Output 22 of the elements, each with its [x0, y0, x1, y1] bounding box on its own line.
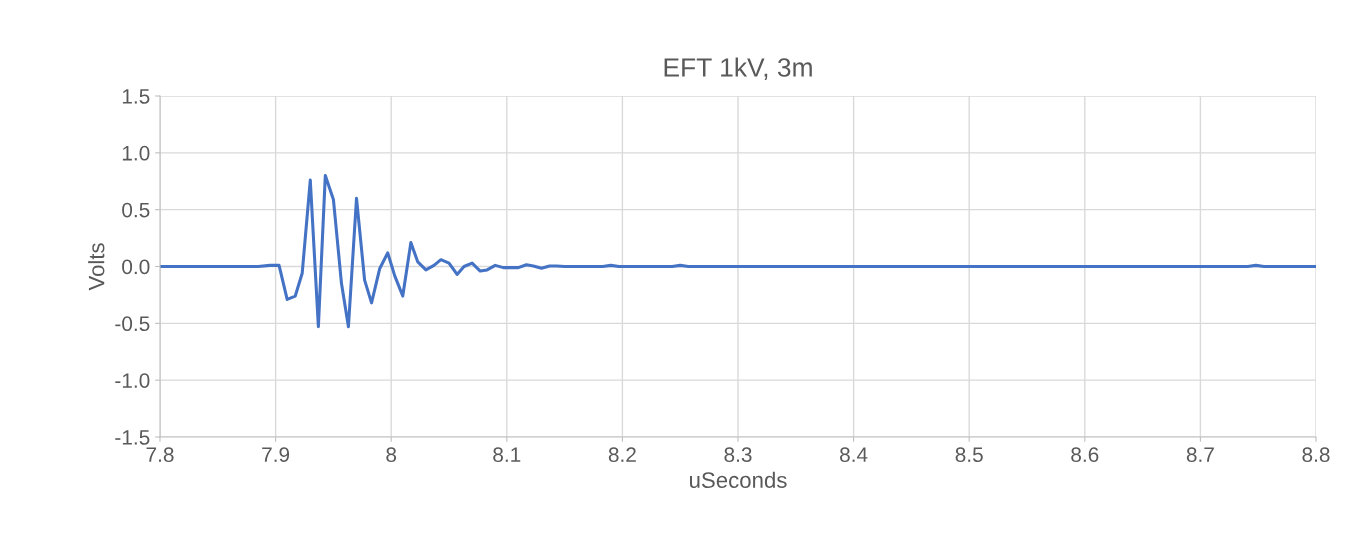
y-axis-title: Volts: [88, 243, 105, 291]
line-series: [160, 174, 1316, 329]
x-tick-label: 8.4: [840, 447, 868, 463]
y-tick-label: 1.5: [122, 89, 150, 104]
x-tick-label: 8.2: [608, 447, 636, 463]
y-tick-label: -1.0: [115, 373, 150, 388]
x-tick-label: 8.5: [955, 447, 983, 463]
x-axis-title: uSeconds: [690, 471, 787, 489]
y-tick-label: 1.0: [122, 145, 150, 161]
chart-title: EFT 1kV, 3m: [664, 57, 812, 80]
y-tick-label: 0.0: [122, 259, 150, 275]
x-tick-label: 8.7: [1186, 447, 1214, 463]
x-tick-label: 8: [386, 447, 397, 463]
x-tick-label: 8.6: [1071, 447, 1099, 463]
x-tick-label: 8.3: [724, 447, 752, 463]
x-tick-label: 8.8: [1302, 447, 1330, 463]
y-tick-label: -0.5: [115, 316, 150, 332]
y-tick-label: -1.5: [115, 430, 150, 445]
y-tick-label: 0.5: [122, 202, 150, 218]
x-tick-label: 7.8: [146, 447, 174, 463]
x-tick-label: 7.9: [262, 447, 290, 463]
x-tick-label: 8.1: [493, 447, 521, 463]
